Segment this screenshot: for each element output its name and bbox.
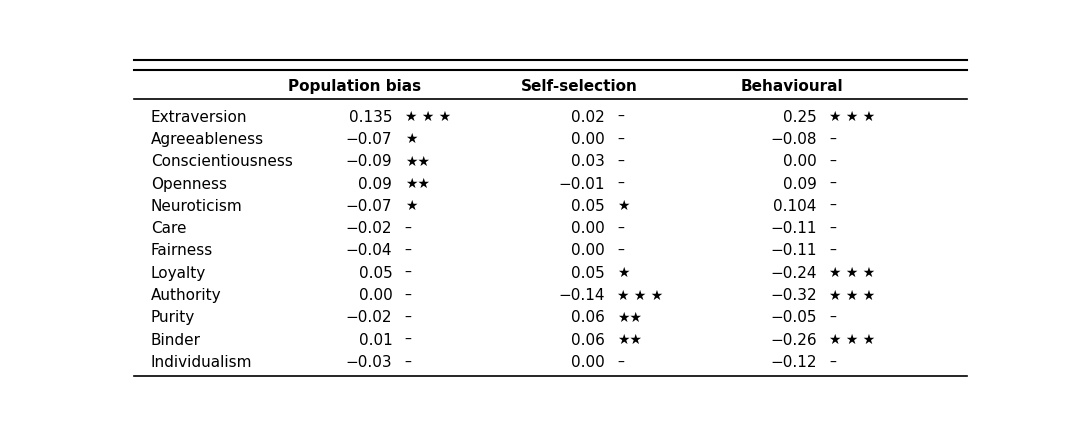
Text: ★ ★ ★: ★ ★ ★ xyxy=(829,266,875,280)
Text: 0.00: 0.00 xyxy=(570,132,605,147)
Text: 0.25: 0.25 xyxy=(783,110,816,125)
Text: –: – xyxy=(829,244,837,258)
Text: –: – xyxy=(616,177,624,191)
Text: –: – xyxy=(616,155,624,169)
Text: −0.32: −0.32 xyxy=(770,288,816,303)
Text: −0.05: −0.05 xyxy=(770,310,816,325)
Text: −0.11: −0.11 xyxy=(770,243,816,258)
Text: −0.14: −0.14 xyxy=(558,288,605,303)
Text: Individualism: Individualism xyxy=(150,355,252,370)
Text: −0.11: −0.11 xyxy=(770,221,816,236)
Text: −0.02: −0.02 xyxy=(346,310,392,325)
Text: 0.05: 0.05 xyxy=(570,266,605,281)
Text: –: – xyxy=(405,244,411,258)
Text: –: – xyxy=(829,222,837,236)
Text: −0.04: −0.04 xyxy=(346,243,392,258)
Text: –: – xyxy=(405,266,411,280)
Text: ★: ★ xyxy=(616,266,629,280)
Text: 0.00: 0.00 xyxy=(570,243,605,258)
Text: 0.00: 0.00 xyxy=(570,355,605,370)
Text: −0.26: −0.26 xyxy=(770,332,816,347)
Text: Loyalty: Loyalty xyxy=(150,266,206,281)
Text: ★: ★ xyxy=(616,199,629,213)
Text: 0.06: 0.06 xyxy=(570,310,605,325)
Text: 0.104: 0.104 xyxy=(773,199,816,214)
Text: −0.24: −0.24 xyxy=(770,266,816,281)
Text: –: – xyxy=(616,355,624,369)
Text: −0.07: −0.07 xyxy=(346,132,392,147)
Text: 0.01: 0.01 xyxy=(359,332,392,347)
Text: Extraversion: Extraversion xyxy=(150,110,247,125)
Text: –: – xyxy=(829,355,837,369)
Text: –: – xyxy=(616,133,624,146)
Text: –: – xyxy=(829,133,837,146)
Text: −0.02: −0.02 xyxy=(346,221,392,236)
Text: Purity: Purity xyxy=(150,310,195,325)
Text: 0.03: 0.03 xyxy=(570,154,605,169)
Text: –: – xyxy=(405,222,411,236)
Text: Self-selection: Self-selection xyxy=(521,79,638,94)
Text: 0.05: 0.05 xyxy=(359,266,392,281)
Text: ★ ★ ★: ★ ★ ★ xyxy=(616,289,664,302)
Text: ★ ★ ★: ★ ★ ★ xyxy=(829,110,875,124)
Text: 0.09: 0.09 xyxy=(783,176,816,191)
Text: –: – xyxy=(616,244,624,258)
Text: −0.09: −0.09 xyxy=(346,154,392,169)
Text: ★★: ★★ xyxy=(405,155,430,169)
Text: –: – xyxy=(405,311,411,325)
Text: ★★: ★★ xyxy=(405,177,430,191)
Text: −0.08: −0.08 xyxy=(770,132,816,147)
Text: 0.06: 0.06 xyxy=(570,332,605,347)
Text: –: – xyxy=(829,199,837,213)
Text: ★ ★ ★: ★ ★ ★ xyxy=(829,333,875,347)
Text: Conscientiousness: Conscientiousness xyxy=(150,154,293,169)
Text: –: – xyxy=(829,155,837,169)
Text: 0.135: 0.135 xyxy=(349,110,392,125)
Text: 0.09: 0.09 xyxy=(359,176,392,191)
Text: Behavioural: Behavioural xyxy=(740,79,843,94)
Text: –: – xyxy=(405,333,411,347)
Text: Fairness: Fairness xyxy=(150,243,213,258)
Text: –: – xyxy=(405,355,411,369)
Text: –: – xyxy=(829,177,837,191)
Text: ★ ★ ★: ★ ★ ★ xyxy=(405,110,451,124)
Text: 0.00: 0.00 xyxy=(783,154,816,169)
Text: ★★: ★★ xyxy=(616,333,642,347)
Text: Authority: Authority xyxy=(150,288,221,303)
Text: –: – xyxy=(616,110,624,124)
Text: 0.05: 0.05 xyxy=(570,199,605,214)
Text: Neuroticism: Neuroticism xyxy=(150,199,243,214)
Text: −0.03: −0.03 xyxy=(346,355,392,370)
Text: 0.00: 0.00 xyxy=(570,221,605,236)
Text: −0.12: −0.12 xyxy=(770,355,816,370)
Text: Population bias: Population bias xyxy=(288,79,421,94)
Text: ★: ★ xyxy=(405,199,418,213)
Text: 0.02: 0.02 xyxy=(570,110,605,125)
Text: −0.07: −0.07 xyxy=(346,199,392,214)
Text: –: – xyxy=(405,289,411,302)
Text: ★ ★ ★: ★ ★ ★ xyxy=(829,289,875,302)
Text: Care: Care xyxy=(150,221,187,236)
Text: –: – xyxy=(616,222,624,236)
Text: –: – xyxy=(829,311,837,325)
Text: 0.00: 0.00 xyxy=(359,288,392,303)
Text: ★★: ★★ xyxy=(616,311,642,325)
Text: ★: ★ xyxy=(405,133,418,146)
Text: Agreeableness: Agreeableness xyxy=(150,132,264,147)
Text: Binder: Binder xyxy=(150,332,201,347)
Text: Openness: Openness xyxy=(150,176,227,191)
Text: −0.01: −0.01 xyxy=(558,176,605,191)
